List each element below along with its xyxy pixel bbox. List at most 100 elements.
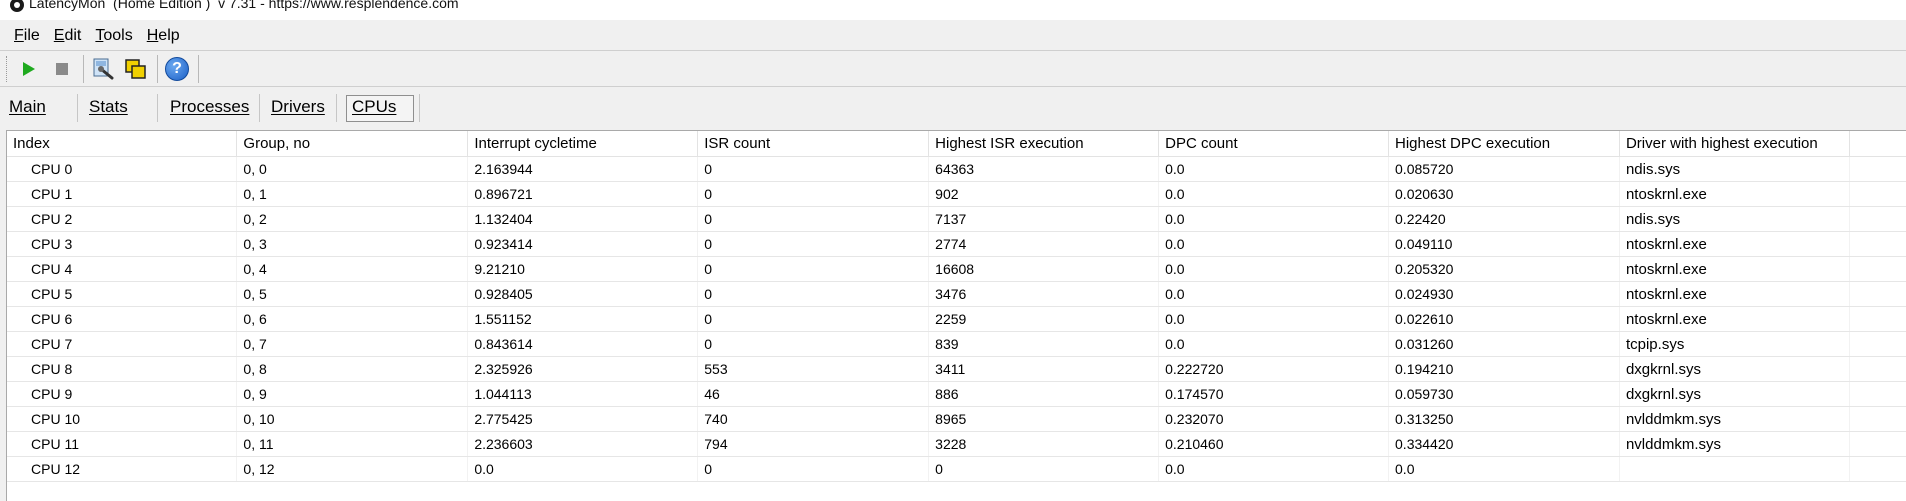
- menu-help[interactable]: Help: [146, 27, 180, 44]
- cell-index: CPU 0: [7, 156, 238, 182]
- cell-highest-isr: 7137: [928, 206, 1160, 232]
- menu-tools[interactable]: Tools: [95, 27, 133, 44]
- cpu-table: Index Group, no Interrupt cycletime ISR …: [7, 131, 1906, 482]
- cell-dpc-count: 0.222720: [1158, 356, 1390, 382]
- cell-highest-dpc: 0.049110: [1388, 231, 1620, 257]
- cell-group: 0, 8: [236, 356, 469, 382]
- cell-isr-count: 46: [697, 381, 930, 407]
- cell-dpc-count: 0.0: [1158, 306, 1390, 332]
- column-header-driver[interactable]: Driver with highest execution: [1619, 131, 1850, 157]
- stop-icon: [56, 63, 68, 75]
- cell-isr-count: 0: [697, 256, 930, 282]
- cell-isr-count: 0: [697, 281, 930, 307]
- cell-filler: [1849, 181, 1906, 207]
- cell-filler: [1849, 356, 1906, 382]
- tab-cpus[interactable]: CPUs: [352, 97, 397, 116]
- cell-filler: [1849, 156, 1906, 182]
- table-row[interactable]: CPU 9 0, 9 1.044113 46 886 0.174570 0.059730 dx…: [7, 381, 1906, 407]
- table-row[interactable]: CPU 11 0, 11 2.236603 794 3228 0.210460 0.3344…: [7, 431, 1906, 457]
- table-row[interactable]: CPU 2 0, 2 1.132404 0 7137 0.0 0.22420 ndis.sys: [7, 206, 1906, 232]
- cell-index: CPU 8: [7, 356, 238, 382]
- table-row[interactable]: CPU 7 0, 7 0.843614 0 839 0.0 0.031260 tcpip.sy…: [7, 331, 1906, 357]
- windows-button[interactable]: [122, 55, 150, 83]
- cell-group: 0, 11: [236, 431, 469, 457]
- cell-filler: [1849, 306, 1906, 332]
- table-row[interactable]: CPU 12 0, 12 0.0 0 0 0.0 0.0: [7, 456, 1906, 482]
- cell-index: CPU 1: [7, 181, 238, 207]
- menu-bar: File Edit Tools Help: [0, 24, 1906, 48]
- cell-interrupt-cycletime: 1.551152: [467, 306, 699, 332]
- table-row[interactable]: CPU 3 0, 3 0.923414 0 2774 0.0 0.049110 ntoskrn…: [7, 231, 1906, 257]
- title-bar: LatencyMon (Home Edition ) v 7.31 - http…: [0, 0, 1906, 20]
- stop-button[interactable]: [48, 55, 76, 83]
- cpu-table-view[interactable]: Index Group, no Interrupt cycletime ISR …: [6, 130, 1906, 501]
- cell-highest-isr: 3411: [928, 356, 1160, 382]
- column-header-isr-count[interactable]: ISR count: [697, 131, 930, 157]
- cell-filler: [1849, 406, 1906, 432]
- cell-isr-count: 740: [697, 406, 930, 432]
- cell-group: 0, 7: [236, 331, 469, 357]
- cell-dpc-count: 0.0: [1158, 231, 1390, 257]
- cell-dpc-count: 0.174570: [1158, 381, 1390, 407]
- column-header-group[interactable]: Group, no: [236, 131, 469, 157]
- column-header-dpc-count[interactable]: DPC count: [1158, 131, 1390, 157]
- window-title: LatencyMon (Home Edition ) v 7.31 - http…: [29, 0, 459, 11]
- cell-index: CPU 9: [7, 381, 238, 407]
- toolbar-separator: [83, 55, 84, 83]
- cell-filler: [1849, 256, 1906, 282]
- cell-interrupt-cycletime: 0.0: [467, 456, 699, 482]
- table-row[interactable]: CPU 10 0, 10 2.775425 740 8965 0.232070 0.3132…: [7, 406, 1906, 432]
- cell-isr-count: 0: [697, 331, 930, 357]
- cell-interrupt-cycletime: 0.923414: [467, 231, 699, 257]
- cell-group: 0, 9: [236, 381, 469, 407]
- column-header-highest-isr[interactable]: Highest ISR execution: [928, 131, 1160, 157]
- table-row[interactable]: CPU 1 0, 1 0.896721 0 902 0.0 0.020630 ntoskrnl…: [7, 181, 1906, 207]
- cell-highest-isr: 0: [928, 456, 1160, 482]
- table-row[interactable]: CPU 6 0, 6 1.551152 0 2259 0.0 0.022610 ntoskrn…: [7, 306, 1906, 332]
- cell-highest-dpc: 0.022610: [1388, 306, 1620, 332]
- table-row[interactable]: CPU 5 0, 5 0.928405 0 3476 0.0 0.024930 ntoskrn…: [7, 281, 1906, 307]
- cell-highest-isr: 16608: [928, 256, 1160, 282]
- cell-interrupt-cycletime: 1.044113: [467, 381, 699, 407]
- cell-index: CPU 3: [7, 231, 238, 257]
- cell-driver: dxgkrnl.sys: [1619, 356, 1850, 382]
- column-header-index[interactable]: Index: [7, 131, 238, 157]
- cell-index: CPU 2: [7, 206, 238, 232]
- tab-drivers[interactable]: Drivers: [271, 97, 325, 116]
- cell-highest-dpc: 0.024930: [1388, 281, 1620, 307]
- cell-driver: ntoskrnl.exe: [1619, 256, 1850, 282]
- column-header-interrupt-cycletime[interactable]: Interrupt cycletime: [467, 131, 699, 157]
- cell-highest-dpc: 0.085720: [1388, 156, 1620, 182]
- table-row[interactable]: CPU 4 0, 4 9.21210 0 16608 0.0 0.205320 ntoskrn…: [7, 256, 1906, 282]
- menu-edit[interactable]: Edit: [53, 27, 82, 44]
- tab-separator: [157, 94, 158, 122]
- cell-driver: ndis.sys: [1619, 206, 1850, 232]
- tab-cpus-frame: [346, 95, 414, 122]
- cell-index: CPU 11: [7, 431, 238, 457]
- tab-main[interactable]: Main: [9, 97, 46, 116]
- column-header-highest-dpc[interactable]: Highest DPC execution: [1388, 131, 1620, 157]
- toolbar-divider: [0, 86, 1906, 87]
- cell-dpc-count: 0.0: [1158, 181, 1390, 207]
- start-button[interactable]: [15, 55, 43, 83]
- cell-interrupt-cycletime: 0.843614: [467, 331, 699, 357]
- tab-stats[interactable]: Stats: [89, 97, 128, 116]
- cell-driver: [1619, 456, 1850, 482]
- menu-divider: [0, 50, 1906, 51]
- cell-interrupt-cycletime: 9.21210: [467, 256, 699, 282]
- tab-processes[interactable]: Processes: [170, 97, 250, 116]
- tab-bar: Main Stats Processes Drivers CPUs: [0, 88, 1906, 128]
- cell-index: CPU 5: [7, 281, 238, 307]
- cell-group: 0, 2: [236, 206, 469, 232]
- help-button[interactable]: ?: [163, 55, 191, 83]
- cell-highest-isr: 64363: [928, 156, 1160, 182]
- cell-group: 0, 3: [236, 231, 469, 257]
- table-row[interactable]: CPU 8 0, 8 2.325926 553 3411 0.222720 0.194210…: [7, 356, 1906, 382]
- menu-file[interactable]: File: [14, 27, 40, 44]
- cell-highest-dpc: 0.205320: [1388, 256, 1620, 282]
- cell-highest-isr: 839: [928, 331, 1160, 357]
- toolbar-grip[interactable]: [6, 56, 10, 82]
- cell-driver: ntoskrnl.exe: [1619, 231, 1850, 257]
- table-row[interactable]: CPU 0 0, 0 2.163944 0 64363 0.0 0.085720 ndis.s…: [7, 156, 1906, 182]
- tools-button[interactable]: [89, 55, 117, 83]
